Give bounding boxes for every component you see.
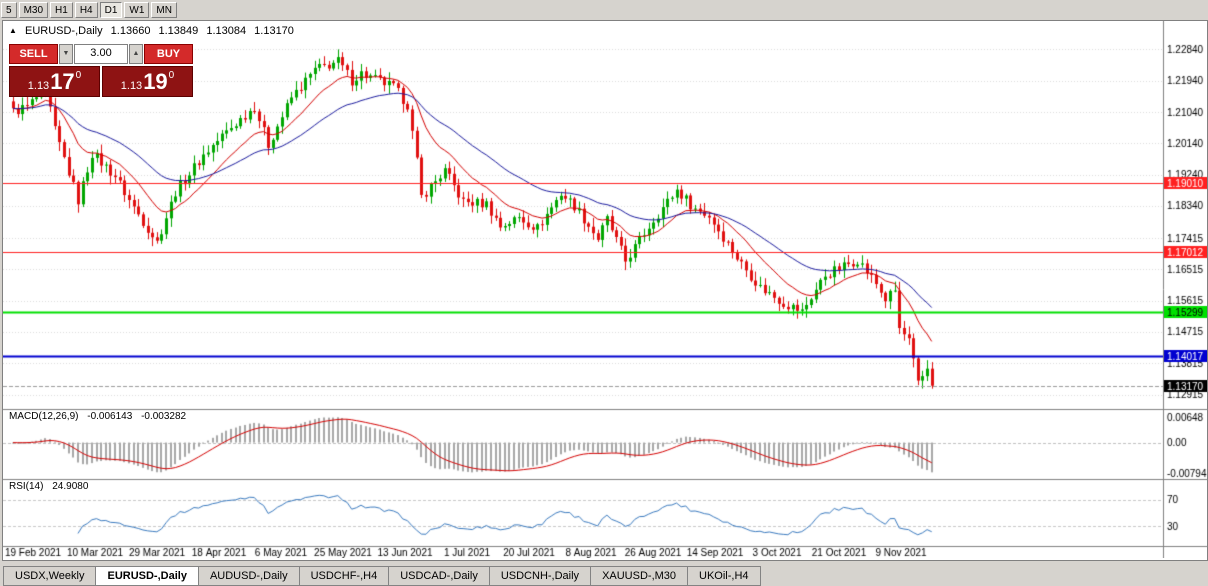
tab-usdcad-daily[interactable]: USDCAD-,Daily: [388, 566, 490, 586]
tab-usdx-weekly[interactable]: USDX,Weekly: [3, 566, 97, 586]
chart-canvas[interactable]: [3, 21, 1207, 558]
macd-label: MACD(12,26,9) -0.006143 -0.003282: [9, 411, 192, 422]
macd-value-main: -0.006143: [87, 411, 133, 422]
tab-ukoil-h4[interactable]: UKOil-,H4: [687, 566, 761, 586]
sell-price-base: 1.13: [27, 80, 50, 92]
sell-price-display[interactable]: 1.13 17 0: [9, 66, 100, 97]
one-click-trade-panel: SELL ▼ 3.00 ▲ BUY 1.13 17 0 1.13 19 0: [9, 44, 193, 97]
rsi-label: RSI(14) 24.9080: [9, 481, 94, 492]
timeframe-toolbar: 5 M30 H1 H4 D1 W1 MN: [0, 0, 1208, 20]
chart-window: ▲ EURUSD-,Daily 1.13660 1.13849 1.13084 …: [2, 20, 1208, 561]
sell-price-pips: 17: [50, 68, 75, 94]
rsi-name: RSI(14): [9, 481, 44, 492]
chart-title: EURUSD-,Daily: [24, 25, 103, 37]
macd-value-signal: -0.003282: [141, 411, 187, 422]
sell-button[interactable]: SELL: [9, 44, 58, 64]
volume-up-button[interactable]: ▲: [129, 44, 143, 64]
timeframe-button-h1[interactable]: H1: [50, 2, 73, 18]
chart-tab-bar: USDX,Weekly EURUSD-,Daily AUDUSD-,Daily …: [0, 561, 1208, 586]
tab-eurusd-daily[interactable]: EURUSD-,Daily: [95, 566, 199, 586]
buy-button[interactable]: BUY: [144, 44, 193, 64]
ohlc-high: 1.13849: [158, 25, 199, 37]
buy-price-pipette: 0: [168, 70, 175, 81]
volume-input[interactable]: 3.00: [74, 44, 128, 64]
ohlc-open: 1.13660: [110, 25, 151, 37]
tab-usdcnh-daily[interactable]: USDCNH-,Daily: [488, 566, 592, 586]
timeframe-button-h4[interactable]: H4: [74, 2, 98, 18]
tab-audusd-daily[interactable]: AUDUSD-,Daily: [197, 566, 300, 586]
volume-down-button[interactable]: ▼: [59, 44, 73, 64]
symbol-marker-icon: ▲: [9, 26, 17, 35]
timeframe-button-m30[interactable]: M30: [18, 2, 49, 18]
timeframe-button-m5[interactable]: 5: [1, 2, 17, 18]
buy-price-pips: 19: [143, 68, 168, 94]
timeframe-button-w1[interactable]: W1: [124, 2, 150, 18]
tab-usdchf-h4[interactable]: USDCHF-,H4: [298, 566, 390, 586]
chart-header: ▲ EURUSD-,Daily 1.13660 1.13849 1.13084 …: [9, 25, 299, 37]
buy-price-base: 1.13: [120, 80, 143, 92]
sell-price-pipette: 0: [75, 70, 82, 81]
ohlc-low: 1.13084: [206, 25, 247, 37]
tab-xauusd-m30[interactable]: XAUUSD-,M30: [590, 566, 689, 586]
macd-name: MACD(12,26,9): [9, 411, 79, 422]
timeframe-button-d1[interactable]: D1: [99, 2, 123, 18]
buy-price-display[interactable]: 1.13 19 0: [102, 66, 193, 97]
rsi-value: 24.9080: [52, 481, 89, 492]
ohlc-close: 1.13170: [254, 25, 294, 37]
timeframe-button-mn[interactable]: MN: [151, 2, 177, 18]
